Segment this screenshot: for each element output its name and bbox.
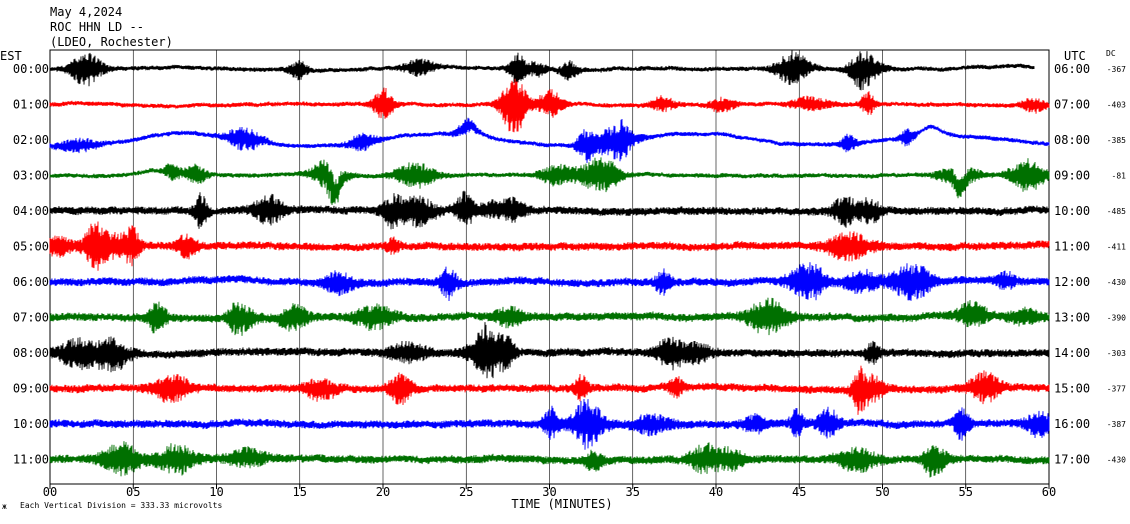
- trace-row: [49, 365, 1050, 415]
- est-hour-label: 09:00: [13, 382, 49, 396]
- est-hour-label: 01:00: [13, 98, 49, 112]
- est-hour-label: 10:00: [13, 417, 49, 431]
- est-hour-label: 04:00: [13, 204, 49, 218]
- x-tick-label: 25: [459, 485, 473, 499]
- dc-offset-label: -430: [1107, 456, 1126, 465]
- dc-offset-label: -403: [1107, 101, 1126, 110]
- est-hour-label: 05:00: [13, 240, 49, 254]
- x-tick-label: 35: [626, 485, 640, 499]
- trace-row: [49, 297, 1050, 336]
- trace-lines: [49, 50, 1050, 478]
- trace-row: [49, 262, 1050, 302]
- x-tick-label: 00: [43, 485, 57, 499]
- x-tick-label: 30: [542, 485, 556, 499]
- x-tick-label: 50: [875, 485, 889, 499]
- utc-hour-label: 06:00: [1054, 62, 1090, 76]
- est-hour-label: 00:00: [13, 62, 49, 76]
- est-hour-label: 03:00: [13, 169, 49, 183]
- title-station: ROC HHN LD --: [50, 20, 144, 34]
- utc-hour-label: 14:00: [1054, 346, 1090, 360]
- footer-note: Each Vertical Division = 333.33 microvol…: [20, 501, 222, 510]
- dc-offset-label: -377: [1107, 385, 1126, 394]
- title-network: (LDEO, Rochester): [50, 35, 173, 49]
- dc-offset-label: -390: [1107, 314, 1126, 323]
- dc-offset-label: -385: [1107, 136, 1126, 145]
- x-tick-label: 60: [1042, 485, 1056, 499]
- chart-title: May 4,2024 ROC HHN LD -- (LDEO, Rocheste…: [50, 5, 173, 49]
- utc-hour-label: 07:00: [1054, 98, 1090, 112]
- trace-row: [49, 221, 1050, 271]
- trace-row: [49, 157, 1050, 206]
- trace-row: [49, 190, 1050, 230]
- dc-offset-label: -430: [1107, 278, 1126, 287]
- trace-row: [49, 78, 1050, 133]
- utc-hour-label: 12:00: [1054, 275, 1090, 289]
- dc-offset-label: -303: [1107, 349, 1126, 358]
- trace-row: [49, 322, 1050, 379]
- utc-hour-label: 11:00: [1054, 240, 1090, 254]
- est-hour-label: 08:00: [13, 346, 49, 360]
- est-hour-label: 02:00: [13, 133, 49, 147]
- utc-hour-label: 09:00: [1054, 169, 1090, 183]
- x-tick-label: 40: [709, 485, 723, 499]
- trace-row: [49, 117, 1050, 164]
- utc-hour-label: 17:00: [1054, 453, 1090, 467]
- row-labels: 00:00 06:00 -367 01:00 07:00 -403 02:00 08:00 -3…: [13, 62, 1126, 467]
- utc-hour-label: 15:00: [1054, 382, 1090, 396]
- x-axis-label: TIME (MINUTES): [511, 497, 612, 511]
- dc-offset-label: -411: [1107, 243, 1126, 252]
- trace-row: [49, 50, 1035, 91]
- trace-row: [49, 398, 1050, 450]
- dc-header: DC: [1106, 49, 1116, 58]
- est-zone-label: EST: [0, 49, 22, 63]
- utc-hour-label: 16:00: [1054, 417, 1090, 431]
- dc-offset-label: -387: [1107, 420, 1126, 429]
- x-tick-label: 20: [376, 485, 390, 499]
- est-hour-label: 06:00: [13, 275, 49, 289]
- est-hour-label: 07:00: [13, 311, 49, 325]
- x-axis-ticks: 00 05 10 15 20 25 30 35 40 45 50 55 60: [43, 484, 1056, 499]
- x-tick-label: 15: [293, 485, 307, 499]
- utc-hour-label: 13:00: [1054, 311, 1090, 325]
- dc-offset-label: -367: [1107, 65, 1126, 74]
- trace-row: [49, 441, 1050, 478]
- utc-zone-label: UTC: [1064, 49, 1086, 63]
- utc-hour-label: 10:00: [1054, 204, 1090, 218]
- x-tick-label: 05: [126, 485, 140, 499]
- title-date: May 4,2024: [50, 5, 122, 19]
- x-tick-label: 45: [792, 485, 806, 499]
- x-tick-label: 10: [209, 485, 223, 499]
- utc-hour-label: 08:00: [1054, 133, 1090, 147]
- dc-offset-label: -485: [1107, 207, 1126, 216]
- footer-mark: ж: [2, 502, 7, 511]
- est-hour-label: 11:00: [13, 453, 49, 467]
- x-tick-label: 55: [959, 485, 973, 499]
- dc-offset-label: -81: [1112, 172, 1127, 181]
